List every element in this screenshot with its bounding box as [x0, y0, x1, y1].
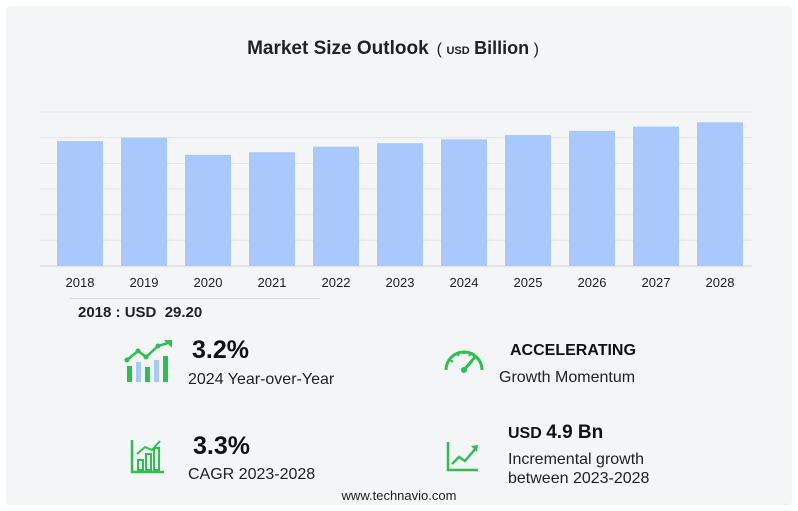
- title-text: Market Size Outlook: [247, 38, 429, 59]
- footer-url: www.technavio.com: [341, 488, 457, 503]
- x-tick-label: 2027: [642, 275, 671, 290]
- cagr-stat: 3.3%: [193, 432, 250, 461]
- bar-2023: [377, 143, 423, 266]
- incremental-label-wrap: Incremental growth between 2023-2028: [508, 450, 649, 488]
- title-unit-prefix: USD: [446, 45, 470, 57]
- incremental-stat: USD 4.9 Bn: [508, 422, 603, 444]
- incremental-prefix: USD: [508, 425, 542, 442]
- bar-chart-icon: [130, 440, 164, 474]
- yoy-label-wrap: 2024 Year-over-Year: [188, 370, 334, 389]
- x-tick-label: 2020: [194, 275, 223, 290]
- chart-title: Market Size Outlook ( USD Billion ): [0, 38, 786, 60]
- x-tick-label: 2021: [258, 275, 287, 290]
- bar-2021: [249, 152, 295, 266]
- momentum-value: ACCELERATING: [510, 342, 636, 359]
- momentum-stat: ACCELERATING: [510, 342, 636, 360]
- base-year-value: 2018 : USD 29.20: [78, 304, 203, 321]
- bar-2027: [633, 126, 679, 267]
- bar-2026: [569, 130, 615, 266]
- line-chart-icon: [446, 442, 478, 472]
- yoy-label: 2024 Year-over-Year: [188, 371, 335, 388]
- bar-2019: [121, 137, 167, 266]
- x-tick-label: 2026: [578, 275, 607, 290]
- x-tick-label: 2024: [450, 275, 479, 290]
- x-tick-label: 2022: [322, 275, 351, 290]
- incremental-label-line1: Incremental growth: [508, 451, 645, 468]
- growth-chart-icon: [124, 340, 172, 382]
- bar-chart: 2018 2019 2020 2021 2022 2023 2024 2025 2026 2027…: [40, 111, 752, 290]
- momentum-label: Growth Momentum: [499, 369, 636, 386]
- incremental-value: USD 4.9 Bn: [508, 422, 603, 444]
- speedometer-icon: [444, 350, 484, 373]
- bar-2022: [313, 146, 359, 266]
- bar-2028: [697, 122, 743, 267]
- x-tick-label: 2018: [66, 275, 95, 290]
- yoy-stat: 3.2%: [192, 336, 249, 365]
- x-tick-label: 2023: [386, 275, 415, 290]
- cagr-value: 3.3%: [193, 432, 250, 460]
- x-tick-label: 2025: [514, 275, 543, 290]
- momentum-label-wrap: Growth Momentum: [499, 368, 635, 387]
- x-tick-label: 2028: [706, 275, 735, 290]
- x-tick-label: 2019: [130, 275, 159, 290]
- incremental-amount: 4.9 Bn: [546, 422, 604, 443]
- cagr-label-wrap: CAGR 2023-2028: [188, 465, 315, 484]
- incremental-label-line2: between 2023-2028: [508, 470, 650, 487]
- cagr-label: CAGR 2023-2028: [188, 466, 316, 483]
- bar-2020: [185, 154, 231, 266]
- yoy-value: 3.2%: [192, 336, 249, 364]
- base-divider: [70, 298, 320, 299]
- title-unit-label: Billion: [474, 38, 530, 58]
- bar-2018: [57, 141, 103, 266]
- title-unit: ( USD Billion ): [436, 38, 539, 58]
- bar-2025: [505, 135, 551, 266]
- bar-2024: [441, 139, 487, 266]
